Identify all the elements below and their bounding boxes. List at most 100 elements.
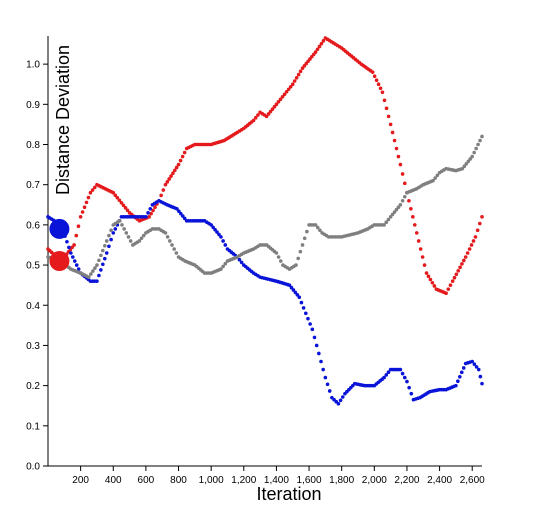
series-1-point xyxy=(284,89,289,94)
series-1-point xyxy=(400,172,405,176)
series-2-point xyxy=(102,256,107,261)
series-2-point xyxy=(398,367,403,372)
series-1-point xyxy=(294,75,299,80)
series-1-point xyxy=(165,180,170,184)
series-3-point xyxy=(396,205,401,209)
y-tick-label: 0.2 xyxy=(26,381,40,392)
series-3-point xyxy=(296,256,300,261)
series-3-point xyxy=(223,261,228,266)
series-2-point xyxy=(314,343,319,348)
series-3-point xyxy=(318,228,322,233)
series-1-point xyxy=(119,200,124,205)
series-3-point xyxy=(122,227,126,231)
series-1-point xyxy=(394,146,399,151)
series-1-point xyxy=(121,203,126,208)
y-tick-label: 0.6 xyxy=(26,220,40,231)
highlight-marker-layer xyxy=(49,218,70,272)
series-2-point xyxy=(104,251,109,255)
series-1-point xyxy=(147,215,151,219)
y-axis: 0.0 0.1 0.2 0.3 0.4 0.5 0.6 0.7 0.8 0.9 1.0 xyxy=(26,36,49,473)
series-3 xyxy=(46,134,484,279)
series-2-point xyxy=(454,383,458,388)
series-3-point xyxy=(95,263,99,267)
x-tick-label: 1,200 xyxy=(231,475,256,486)
series-3-point xyxy=(109,228,113,233)
series-1-point xyxy=(454,272,459,277)
series-3-point xyxy=(472,150,476,155)
series-2-point xyxy=(237,257,242,262)
x-axis: 200 400 600 800 1,000 1,200 1,400 1,600 1,800 2,0… xyxy=(48,465,485,486)
series-2-point xyxy=(148,207,153,211)
series-2-point xyxy=(459,370,464,375)
series-2-point xyxy=(405,379,409,384)
series-2-point xyxy=(461,366,466,370)
series-3-point xyxy=(139,236,144,241)
series-1-point xyxy=(458,265,462,270)
series-3-point xyxy=(300,243,305,247)
series-3-point xyxy=(128,239,133,243)
y-tick-label: 1.0 xyxy=(26,60,40,71)
series-3-point xyxy=(170,243,174,247)
series-2-point xyxy=(384,373,389,377)
series-1-point xyxy=(286,87,291,92)
series-1-point xyxy=(149,211,153,216)
series-1-point xyxy=(123,206,128,210)
series-1-point xyxy=(111,190,116,195)
x-tick-label: 1,800 xyxy=(329,475,354,486)
series-2-point xyxy=(146,211,150,215)
series-3-point xyxy=(89,272,93,276)
series-2-point xyxy=(301,306,306,310)
series-3-point xyxy=(91,269,95,273)
series-3-point xyxy=(470,154,475,159)
series-1-point xyxy=(478,221,482,226)
series-1-point xyxy=(450,279,455,283)
series-3-point xyxy=(294,263,298,267)
series-1-point xyxy=(117,198,122,203)
y-tick-label: 0.4 xyxy=(26,301,40,312)
series-1-point xyxy=(84,200,89,205)
series-2-point xyxy=(293,290,298,295)
series-1-point xyxy=(432,284,437,288)
series-1-point xyxy=(416,239,421,243)
series-1-point xyxy=(176,162,181,167)
series-2-point xyxy=(478,374,483,379)
series-3-point xyxy=(384,220,389,224)
series-1-point xyxy=(266,112,271,116)
series-1-point xyxy=(80,210,85,214)
series-2-point xyxy=(109,237,113,242)
series-3-point xyxy=(302,236,307,241)
series-3-point xyxy=(476,142,480,147)
series-2-point xyxy=(456,379,460,384)
series-2-point xyxy=(458,374,462,379)
series-2-point xyxy=(67,245,71,250)
series-1-point xyxy=(370,70,375,74)
series-1-point xyxy=(414,231,419,235)
series-1-point xyxy=(426,274,431,279)
series-2-point xyxy=(175,207,179,211)
series-1-point xyxy=(268,109,273,114)
series-1-point xyxy=(315,47,320,52)
series-2-point xyxy=(476,367,481,372)
series-2-point xyxy=(223,243,228,247)
series-2-point xyxy=(336,401,341,406)
series-3-point xyxy=(219,267,223,271)
series-1-point xyxy=(422,263,427,267)
y-tick-label: 0.3 xyxy=(26,341,40,352)
series-1-point xyxy=(392,138,397,143)
series-1-point xyxy=(409,207,413,211)
series-1-point xyxy=(374,78,379,83)
series-1-point xyxy=(167,177,171,181)
series-1-point xyxy=(424,271,429,275)
series-1-point xyxy=(313,50,318,54)
series-1-point xyxy=(270,107,275,111)
series-3-point xyxy=(274,251,279,255)
series-3-point xyxy=(101,248,105,253)
series-2-point xyxy=(340,395,345,399)
series-3-point xyxy=(104,239,109,243)
series-2-point xyxy=(474,365,479,369)
series-2-point xyxy=(310,327,315,332)
series-1-point xyxy=(276,100,281,104)
highlight-marker-2 xyxy=(49,251,70,272)
series-1-point xyxy=(182,150,187,155)
x-axis-title: Iteration xyxy=(256,484,321,504)
